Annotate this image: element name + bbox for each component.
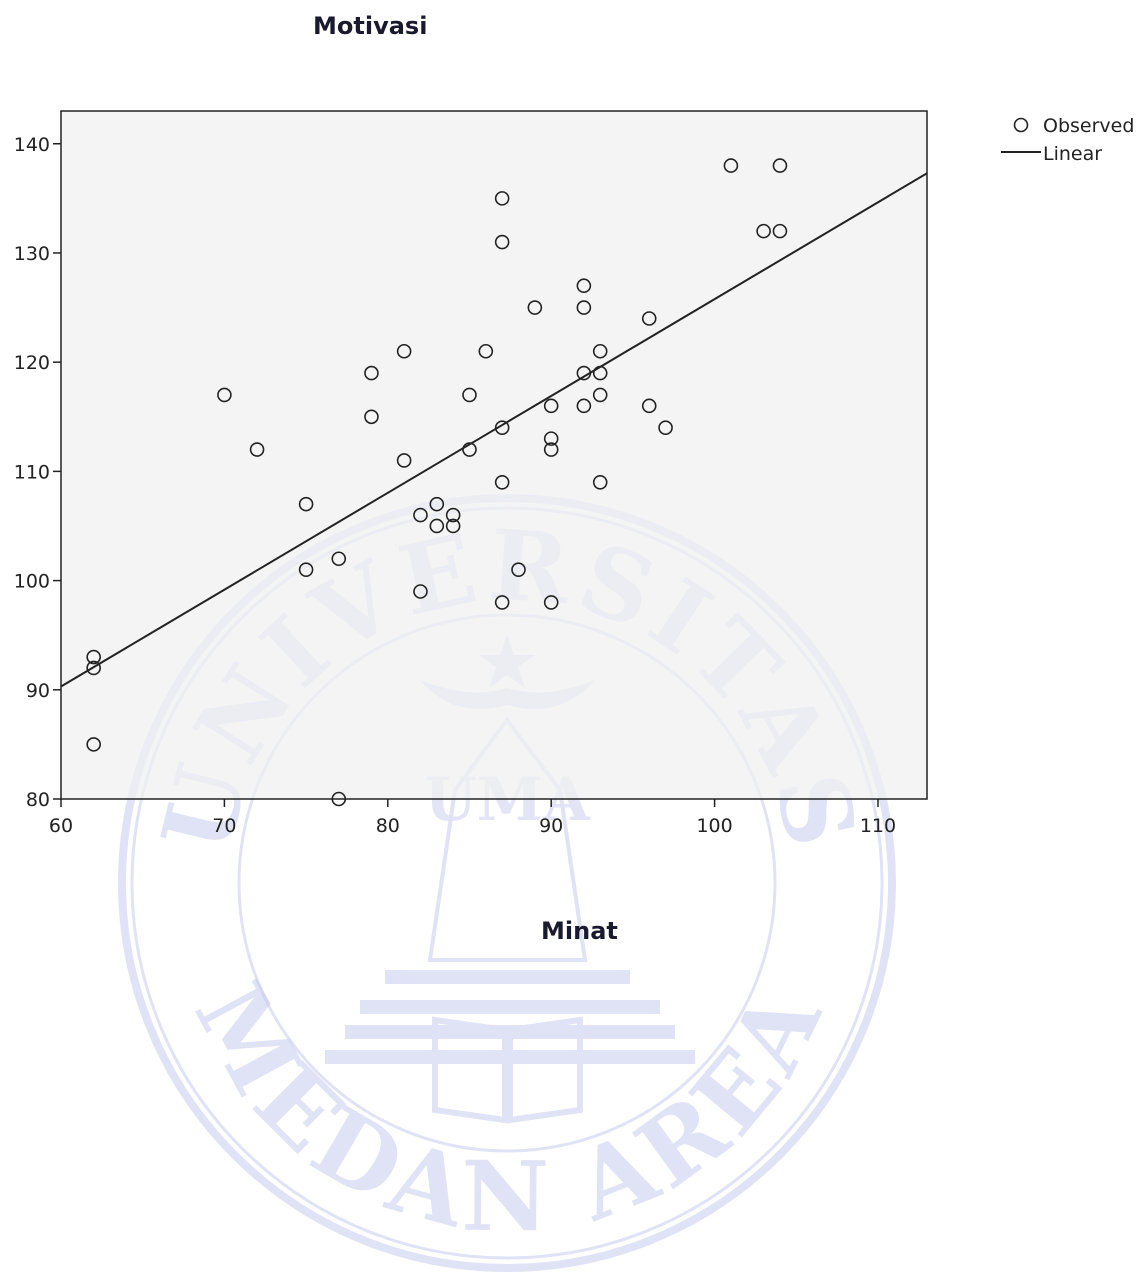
observed-point	[494, 420, 510, 435]
legend-observed-marker	[1013, 117, 1029, 133]
observed-point	[494, 234, 510, 250]
observed-point	[429, 518, 445, 534]
observed-point	[543, 398, 559, 414]
observed-point	[592, 387, 608, 403]
linear-fit-line	[60, 172, 928, 688]
y-axis-title: Motivasi	[313, 12, 428, 40]
observed-point	[576, 300, 592, 315]
observed-point	[756, 223, 771, 239]
observed-point	[543, 442, 559, 457]
legend-observed-label: Observed	[1043, 115, 1134, 137]
observed-point	[396, 453, 412, 468]
observed-point	[772, 223, 788, 239]
observed-point	[543, 595, 559, 610]
observed-point	[543, 431, 559, 446]
y-tick-label: 120	[14, 352, 50, 374]
y-tick-label: 140	[14, 134, 50, 156]
observed-point	[331, 551, 347, 567]
observed-point	[641, 398, 657, 414]
observed-point	[494, 475, 510, 490]
legend: Observed Linear	[1001, 115, 1134, 165]
legend-linear-label: Linear	[1043, 143, 1102, 165]
x-tick-label: 70	[212, 815, 236, 837]
observed-point	[445, 518, 461, 534]
observed-point	[249, 442, 265, 457]
observed-point	[494, 595, 510, 610]
observed-point	[429, 496, 445, 512]
observed-point	[478, 343, 494, 359]
x-tick-label: 60	[49, 815, 73, 837]
y-tick-label: 110	[14, 461, 50, 483]
observed-point	[723, 158, 739, 173]
observed-point	[576, 278, 592, 294]
observed-point	[86, 660, 101, 676]
observed-point	[298, 496, 314, 512]
observed-point	[364, 365, 379, 381]
x-axis-title: Minat	[541, 917, 618, 945]
observed-point	[86, 649, 101, 665]
observed-point	[494, 191, 510, 206]
observed-point	[413, 584, 428, 599]
observed-point	[298, 562, 314, 577]
y-tick-label: 100	[14, 571, 50, 593]
x-tick-label: 80	[376, 815, 400, 837]
observed-point	[527, 300, 543, 315]
observed-point	[772, 158, 788, 173]
y-tick-label: 130	[14, 243, 50, 265]
observed-point	[396, 343, 412, 359]
observed-point	[413, 507, 428, 523]
observed-point	[364, 409, 379, 425]
plot-area	[60, 110, 928, 800]
observed-point	[86, 737, 101, 752]
observed-point	[331, 791, 347, 807]
observed-point	[658, 420, 673, 435]
observed-point	[462, 387, 477, 403]
observed-point	[576, 398, 592, 414]
x-tick-label: 110	[860, 815, 896, 837]
observed-point	[592, 343, 608, 359]
observed-point	[462, 442, 477, 457]
x-tick-label: 90	[539, 815, 563, 837]
observed-point	[641, 311, 657, 326]
x-tick-label: 100	[696, 815, 732, 837]
y-tick-label: 90	[26, 680, 50, 702]
observed-point	[511, 562, 526, 577]
y-tick-label: 80	[26, 789, 50, 811]
observed-point	[445, 507, 461, 523]
observed-point	[217, 387, 232, 403]
observed-point	[592, 475, 608, 490]
